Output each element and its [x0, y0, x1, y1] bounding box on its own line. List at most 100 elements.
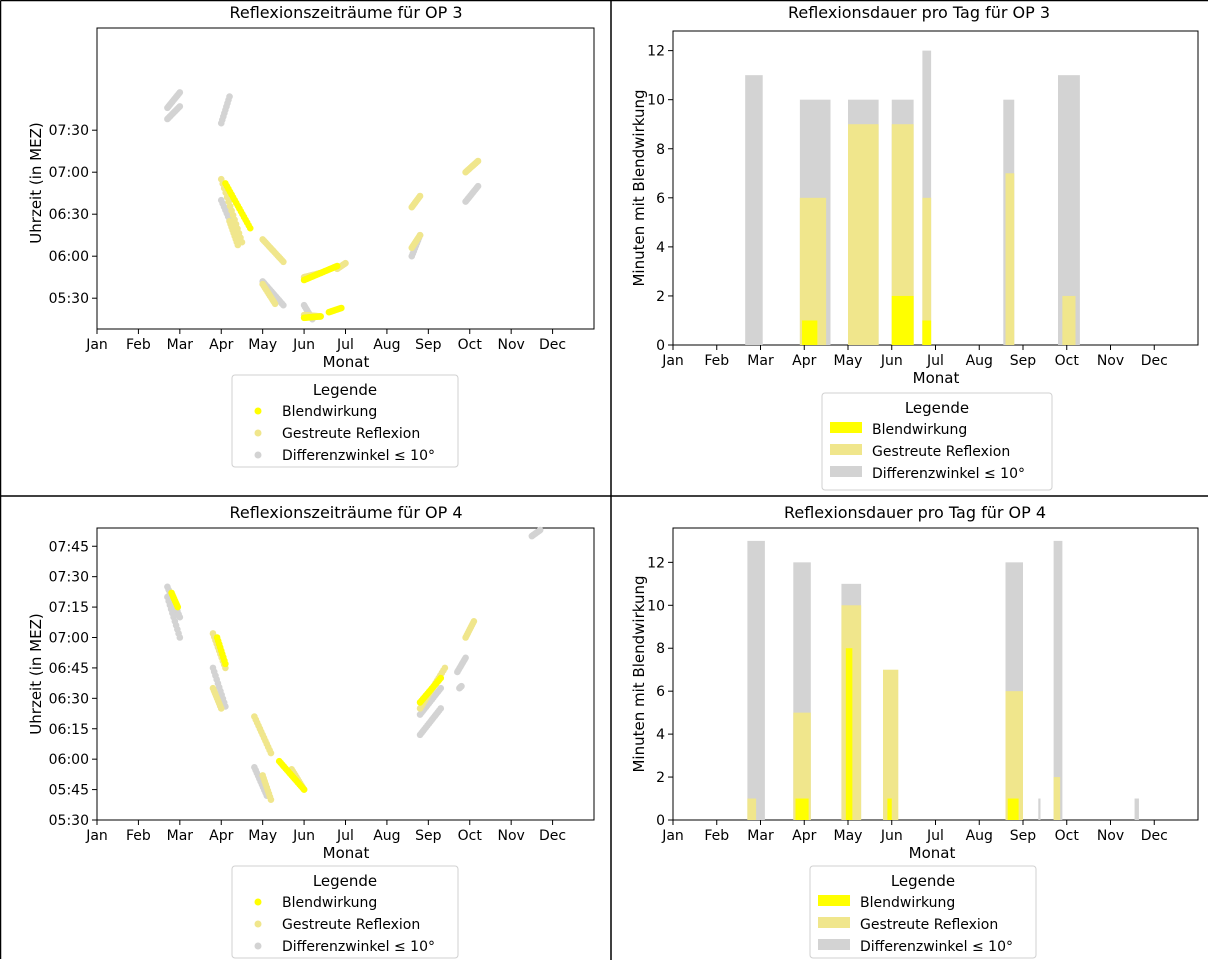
y-tick-label: 06:45 — [49, 661, 89, 677]
scatter-point — [474, 182, 482, 190]
x-tick-label: May — [248, 337, 277, 353]
y-tick-label: 05:30 — [49, 813, 89, 829]
bar — [848, 124, 879, 345]
scatter-point — [280, 301, 287, 309]
y-tick-label: 8 — [656, 142, 665, 158]
y-tick-label: 07:00 — [49, 631, 89, 647]
x-tick-label: Apr — [792, 828, 816, 844]
bar — [1038, 798, 1041, 820]
bar — [845, 648, 853, 820]
bar — [891, 124, 914, 345]
legend-marker — [254, 451, 262, 459]
x-axis-label: Monat — [323, 844, 370, 862]
plot-area — [96, 527, 595, 821]
x-tick-label: Mar — [747, 353, 774, 369]
x-tick-label: Mar — [167, 337, 194, 353]
scatter-point — [267, 796, 275, 804]
x-tick-label: Feb — [704, 828, 729, 844]
x-tick-label: Aug — [373, 337, 400, 353]
y-axis-label: Minuten mit Blendwirkung — [630, 575, 648, 772]
legend-label: Differenzwinkel ≤ 10° — [872, 466, 1025, 482]
y-tick-label: 0 — [656, 813, 665, 829]
legend-marker — [254, 429, 262, 437]
legend-marker — [254, 942, 262, 950]
bar — [1005, 173, 1015, 345]
scatter-point — [176, 89, 184, 96]
bar — [922, 320, 932, 345]
bar — [883, 669, 899, 820]
scatter-point — [437, 705, 445, 712]
bar — [1005, 691, 1023, 820]
x-tick-label: Jul — [336, 828, 354, 844]
legend-label: Blendwirkung — [282, 404, 377, 420]
x-tick-label: Feb — [126, 828, 151, 844]
y-tick-label: 07:30 — [49, 570, 89, 586]
x-tick-label: Dec — [1141, 353, 1168, 369]
x-tick-label: Dec — [539, 828, 566, 844]
scatter-marks — [164, 526, 544, 804]
y-tick-label: 05:30 — [49, 291, 89, 307]
y-tick-label: 8 — [656, 641, 665, 657]
bar — [793, 712, 811, 820]
scatter-point — [271, 300, 279, 308]
x-tick-label: Jul — [926, 353, 944, 369]
x-tick-label: Oct — [1055, 828, 1080, 844]
bar — [745, 75, 763, 345]
scatter-point — [338, 304, 345, 312]
scatter-point — [462, 654, 469, 662]
x-ticks: Jan Feb Mar Apr May Jun Jul Aug Sep Oct Nov Dec — [661, 345, 1168, 369]
scatter-point — [174, 603, 182, 611]
legend-title: Legende — [905, 399, 969, 417]
legend-label: Gestreute Reflexion — [872, 444, 1010, 460]
y-tick-label: 07:30 — [49, 123, 89, 139]
legend-label: Blendwirkung — [860, 895, 955, 911]
bar — [802, 320, 818, 345]
x-axis-label: Monat — [909, 844, 956, 862]
scatter-marks — [164, 89, 482, 323]
scatter-point — [437, 684, 445, 692]
scatter-point — [416, 231, 424, 239]
bar — [922, 197, 932, 345]
scatter-point — [441, 664, 449, 672]
x-tick-label: Jun — [880, 828, 903, 844]
y-axis-label: Uhrzeit (in MEZ) — [27, 613, 45, 734]
y-tick-label: 10 — [647, 598, 665, 614]
legend-swatch — [818, 917, 850, 928]
x-axis-label: Monat — [913, 369, 960, 387]
y-tick-label: 10 — [647, 93, 665, 109]
bar — [747, 540, 765, 820]
legend: Legende Blendwirkung Gestreute Reflexion Di… — [809, 865, 1037, 959]
bar — [1053, 777, 1061, 820]
x-tick-label: Apr — [792, 353, 816, 369]
x-tick-label: Jan — [661, 353, 684, 369]
legend-label: Differenzwinkel ≤ 10° — [860, 939, 1013, 955]
bar — [1053, 540, 1063, 820]
x-tick-label: May — [834, 828, 863, 844]
scatter-point — [217, 705, 225, 712]
legend-swatch — [830, 466, 862, 477]
x-tick-label: Oct — [1055, 353, 1080, 369]
x-tick-label: May — [834, 353, 863, 369]
legend-title: Legende — [313, 381, 377, 399]
scatter-point — [176, 613, 184, 621]
x-tick-label: Nov — [498, 828, 525, 844]
legend: Legende Blendwirkung Gestreute Reflexion Di… — [821, 392, 1053, 491]
scatter-panel-op4: Reflexionszeiträume für OP 4 05:3005:450… — [27, 503, 595, 959]
x-tick-label: Nov — [1097, 353, 1124, 369]
y-tick-label: 06:30 — [49, 207, 89, 223]
x-tick-label: Jul — [926, 828, 944, 844]
y-ticks: 0 2 4 6 8 10 12 — [647, 555, 673, 829]
bar — [747, 798, 757, 820]
y-ticks: 05:30 06:00 06:30 07:00 07:30 — [49, 123, 97, 307]
legend-title: Legende — [891, 872, 955, 890]
bar — [1058, 75, 1080, 345]
x-ticks: Jan Feb Mar Apr May Jun Jul Aug Sep Oct Nov Dec — [85, 329, 566, 353]
scatter-point — [416, 192, 424, 200]
y-tick-label: 12 — [647, 555, 665, 571]
y-tick-label: 4 — [656, 727, 665, 743]
x-tick-label: Aug — [966, 828, 993, 844]
x-tick-label: Apr — [209, 828, 233, 844]
legend-marker — [254, 920, 262, 928]
chart-title: Reflexionszeiträume für OP 3 — [229, 3, 462, 22]
